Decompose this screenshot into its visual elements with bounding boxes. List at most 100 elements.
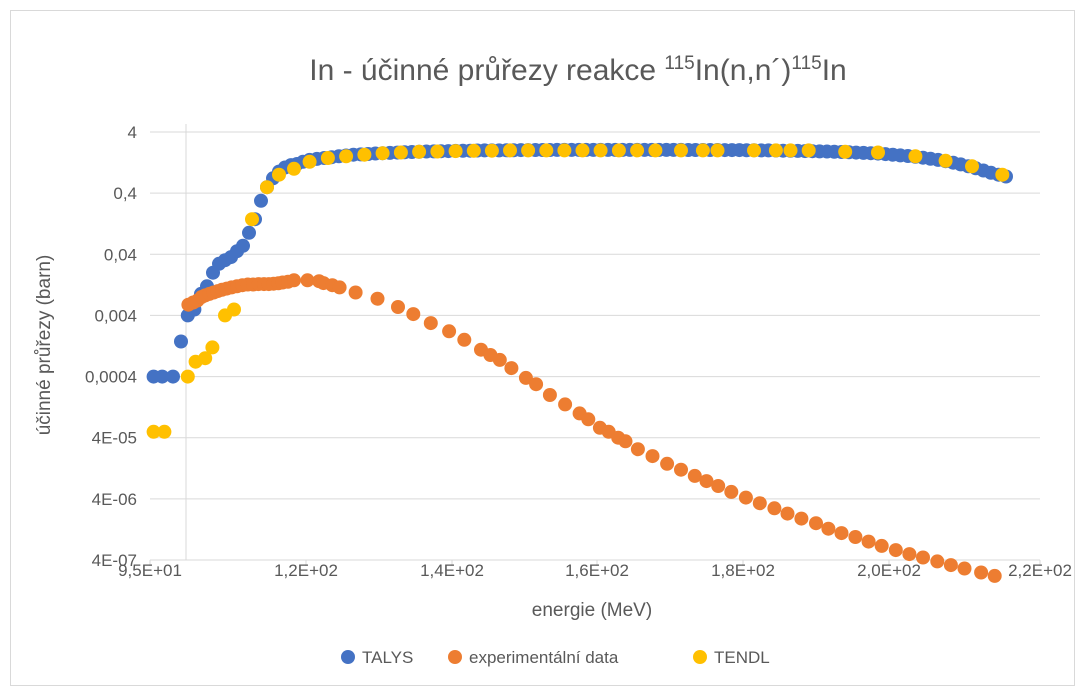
- data-point-tendl: [245, 212, 259, 227]
- data-point-experimental: [848, 530, 863, 544]
- y-tick-label: 0,04: [104, 245, 137, 264]
- data-point-tendl: [521, 143, 536, 158]
- chart-title-middle: In(n,n´): [695, 54, 792, 87]
- y-tick-label: 4E-07: [92, 551, 137, 570]
- data-points: [146, 142, 1013, 583]
- data-point-talys: [254, 193, 268, 208]
- data-point-experimental: [558, 397, 573, 412]
- x-tick-labels: 9,5E+01 1,2E+02 1,4E+02 1,6E+02 1,8E+02 2,0E+…: [118, 561, 1072, 580]
- data-point-tendl: [611, 143, 626, 158]
- data-point-experimental: [916, 550, 930, 565]
- data-point-experimental: [957, 561, 972, 576]
- data-point-experimental: [930, 554, 945, 569]
- data-point-tendl: [157, 424, 172, 439]
- data-point-talys: [174, 334, 188, 349]
- x-tick-label: 1,8E+02: [711, 561, 775, 580]
- data-point-tendl: [630, 143, 645, 158]
- data-point-experimental: [767, 501, 782, 516]
- data-point-experimental: [406, 307, 421, 322]
- data-point-tendl: [260, 180, 274, 195]
- data-point-tendl: [466, 143, 481, 158]
- x-tick-label: 9,5E+01: [118, 561, 182, 580]
- data-point-tendl: [557, 143, 572, 158]
- data-point-tendl: [695, 143, 710, 158]
- y-axis-title: účinné průřezy (barn): [34, 255, 55, 436]
- x-tick-label: 1,2E+02: [274, 561, 338, 580]
- x-axis-title: energie (MeV): [532, 600, 652, 621]
- x-tick-label: 2,0E+02: [857, 561, 921, 580]
- data-point-tendl: [412, 144, 427, 159]
- data-point-experimental: [902, 547, 917, 562]
- y-tick-label: 0,4: [113, 184, 137, 203]
- data-point-experimental: [738, 490, 753, 505]
- data-point-experimental: [752, 496, 767, 511]
- legend-label: experimentální data: [469, 648, 619, 667]
- data-point-tendl: [430, 144, 445, 159]
- y-tick-label: 4E-05: [92, 429, 137, 448]
- chart-title-prefix: In - účinné průřezy reakce: [309, 54, 664, 87]
- data-point-talys: [236, 238, 250, 253]
- legend-marker: [448, 650, 462, 664]
- x-tick-label: 2,2E+02: [1008, 561, 1072, 580]
- data-point-tendl: [801, 143, 816, 158]
- chart-title-suffix: In: [822, 54, 847, 87]
- data-point-tendl: [871, 145, 885, 160]
- data-point-experimental: [861, 534, 876, 549]
- data-point-tendl: [783, 143, 798, 158]
- x-tick-label: 1,6E+02: [565, 561, 629, 580]
- data-point-tendl: [339, 149, 354, 164]
- legend: TALYS experimentální data TENDL: [341, 648, 770, 667]
- data-point-experimental: [504, 361, 519, 376]
- data-point-tendl: [227, 302, 241, 317]
- data-point-experimental: [391, 300, 405, 314]
- chart-title-sup-2: 115: [791, 53, 821, 74]
- data-point-experimental: [711, 479, 726, 493]
- data-point-tendl: [180, 369, 195, 384]
- data-point-experimental: [370, 291, 385, 306]
- y-tick-label: 4E-06: [92, 490, 137, 509]
- data-point-tendl: [357, 147, 372, 162]
- y-tick-labels: 4E-07 4E-06 4E-05 0,0004 0,004 0,04 0,4 4: [85, 123, 137, 570]
- data-point-tendl: [302, 154, 317, 169]
- legend-label: TALYS: [362, 648, 413, 667]
- data-point-experimental: [660, 456, 675, 471]
- data-point-experimental: [423, 316, 438, 331]
- legend-marker: [341, 650, 355, 664]
- data-point-experimental: [687, 468, 702, 483]
- data-point-tendl: [575, 143, 590, 158]
- data-point-tendl: [287, 161, 301, 176]
- data-point-tendl: [674, 143, 688, 158]
- data-point-experimental: [542, 388, 557, 402]
- data-point-experimental: [457, 332, 472, 347]
- data-point-tendl: [838, 144, 853, 159]
- data-point-experimental: [348, 285, 363, 300]
- data-point-tendl: [393, 145, 408, 160]
- data-point-tendl: [205, 340, 220, 355]
- data-point-experimental: [834, 526, 849, 541]
- data-point-tendl: [375, 146, 390, 161]
- data-point-experimental: [529, 377, 544, 392]
- data-point-experimental: [645, 449, 660, 464]
- data-point-experimental: [780, 506, 795, 521]
- data-point-tendl: [503, 143, 517, 158]
- data-point-tendl: [938, 153, 953, 168]
- x-tick-label: 1,4E+02: [420, 561, 484, 580]
- data-point-talys: [242, 225, 256, 240]
- y-tick-label: 0,004: [94, 306, 137, 325]
- data-point-experimental: [287, 273, 301, 288]
- data-point-experimental: [809, 516, 823, 531]
- data-point-experimental: [794, 511, 809, 526]
- data-point-tendl: [908, 149, 923, 164]
- legend-label: TENDL: [714, 648, 770, 667]
- chart-title-sup-1: 115: [664, 53, 694, 74]
- data-point-experimental: [724, 484, 739, 499]
- data-point-tendl: [320, 151, 335, 165]
- data-point-tendl: [593, 143, 608, 158]
- data-point-experimental: [630, 442, 645, 457]
- data-point-experimental: [618, 434, 633, 449]
- data-point-tendl: [448, 144, 463, 159]
- data-point-tendl: [768, 143, 783, 158]
- data-point-talys: [166, 369, 180, 384]
- data-point-experimental: [974, 565, 989, 580]
